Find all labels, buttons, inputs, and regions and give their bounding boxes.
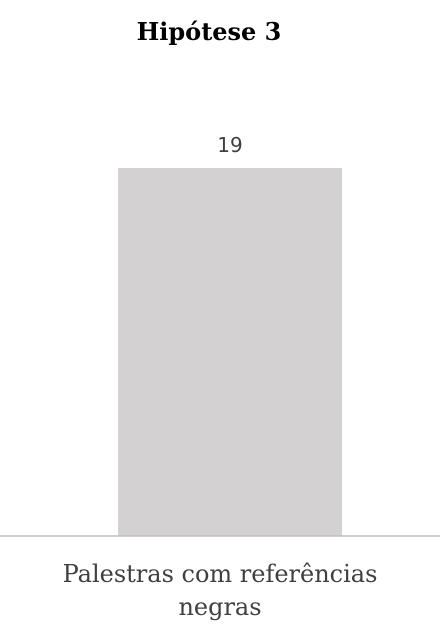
data-label: 19 <box>217 133 242 157</box>
x-tick-label: Palestras com referências negras <box>62 560 378 621</box>
chart-title: Hipótese 3 <box>137 17 282 46</box>
bar <box>118 168 342 536</box>
